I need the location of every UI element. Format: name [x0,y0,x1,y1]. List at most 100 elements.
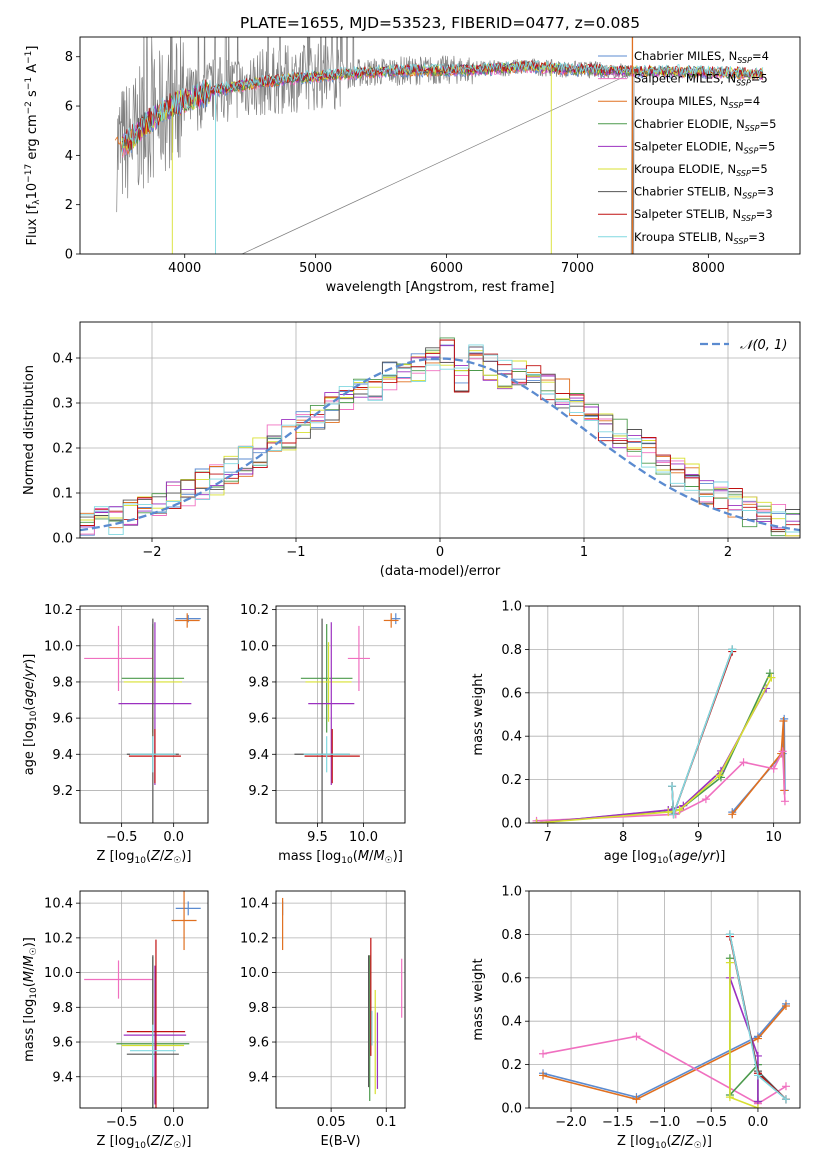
error-bar-point [305,642,352,722]
error-bar-point [175,615,201,623]
error-bar-point [129,1024,176,1077]
x-axis-label: Z [log10(Z/Z☉)] [97,849,192,866]
weight-series [539,1002,790,1104]
error-bar-point [347,625,370,691]
y-tick-label: 10.0 [240,966,269,981]
x-tick-label: 1 [580,545,588,560]
error-bar-point [84,625,153,691]
panel-4: 9.5 10.0 9.2 9.4 9.6 9.8 10.0 10.2 mass [log10(M… [240,603,406,866]
x-tick-label: 0.0 [163,1115,184,1130]
y-tick-label: 9.6 [52,712,73,727]
residual-histogram [80,344,800,536]
weight-line [729,962,759,1108]
axes-frame [79,890,209,1109]
weight-marker [781,1095,790,1104]
y-tick-label: 10.0 [44,639,73,654]
legend-label: Kroupa MILES, NSSP=4 [634,94,760,110]
x-axis-label: age [log10(age/yr)] [604,849,726,866]
plot-area [532,645,789,823]
y-tick-label: 9.4 [52,1070,73,1085]
y-tick-label: 0.2 [501,773,522,788]
y-tick-label: 0.6 [501,971,522,986]
weight-marker [669,810,678,819]
observed-spectrum [116,37,764,254]
weight-marker [779,717,788,726]
y-tick-label: 0.0 [501,1102,522,1117]
y-tick-label: 0.4 [501,1015,522,1030]
y-tick-label: 9.8 [52,1001,73,1016]
x-tick-label: −0.5 [695,1115,727,1130]
error-bar-point [391,613,401,625]
y-tick-label: 9.6 [248,1036,269,1051]
weight-marker [725,930,734,939]
x-tick-label: 6000 [430,261,463,276]
y-tick-label: 9.6 [248,712,269,727]
weight-marker [728,645,737,654]
y-tick-label: 0.2 [52,442,73,457]
x-tick-label: 0.1 [376,1115,397,1130]
error-bar-point [128,728,181,784]
x-tick-label: 4000 [168,261,201,276]
y-tick-label: 1.0 [501,600,522,615]
x-tick-label: 0.05 [317,1115,346,1130]
weight-marker [679,801,688,810]
y-axis-label: mass weight [471,673,486,755]
weight-series [725,958,762,1108]
axes-frame [79,321,801,539]
legend-label: Chabrier STELIB, NSSP=3 [634,185,774,201]
weight-line [536,677,773,823]
x-axis-label: (data-model)/error [380,564,501,579]
y-tick-label: 9.2 [52,784,73,799]
panel-8: −2.0 −1.5 −1.0 −0.5 0.0 0.0 0.2 0.4 0.6 0.8 1.0 Z [… [471,885,801,1151]
y-tick-label: 1.0 [501,885,522,900]
plot-area [80,337,800,537]
weight-marker [767,673,776,682]
weight-marker [725,1093,734,1102]
y-tick-label: 0.6 [501,686,522,701]
weight-marker [632,1095,641,1104]
weight-marker [769,764,778,773]
x-axis-label: mass [log10(M/M☉)] [278,849,403,866]
weight-line [542,1035,787,1105]
error-bar-point [126,939,186,1108]
weight-line [731,720,785,815]
plot-area [282,897,403,1102]
weight-marker [532,819,541,823]
legend: Chabrier MILES, NSSP=4 Salpeter MILES, NS… [598,49,776,246]
weight-marker [539,1049,548,1058]
weight-line [542,1003,787,1099]
weight-marker [739,758,748,767]
y-tick-label: 0.4 [501,730,522,745]
weight-marker [781,1002,790,1011]
x-tick-label: 2 [724,545,732,560]
y-tick-label: 0.3 [52,397,73,412]
x-tick-label: 0.0 [748,1115,769,1130]
y-tick-label: 6 [65,100,73,115]
weight-marker [632,1032,641,1041]
y-axis-label: age [log10(age/yr)] [22,654,39,776]
x-tick-label: 8 [619,830,627,845]
x-axis-label: Z [log10(Z/Z☉)] [617,1134,712,1151]
chart-title: PLATE=1655, MJD=53523, FIBERID=0477, z=0… [240,14,640,32]
y-tick-label: 9.8 [52,675,73,690]
weight-marker [668,782,677,791]
weight-line [536,672,771,823]
x-tick-label: 10 [765,830,782,845]
panel-1: 4000 5000 6000 7000 8000 0 2 4 6 8 wavelength [Ang… [24,36,801,295]
plot-area [114,37,764,254]
weight-marker [664,808,673,817]
x-tick-label: 10.0 [349,830,378,845]
x-tick-label: −1.5 [602,1115,634,1130]
x-tick-label: 9 [694,830,702,845]
legend-label: Salpeter STELIB, NSSP=3 [634,207,773,223]
weight-marker [753,1104,762,1108]
model-spectrum [121,60,764,151]
weight-line [542,1005,787,1101]
y-axis-label: Flux [fλ10−17 erg cm−2 s−1 A−1] [24,46,42,246]
y-tick-label: 10.2 [240,603,269,618]
x-tick-label: 9.5 [307,830,328,845]
panel-6: −0.5 0.0 9.4 9.6 9.8 10.0 10.2 10.4 Z [log10(Z/Z… [22,890,209,1151]
error-bar-point [174,613,200,628]
weight-series [532,673,776,823]
y-tick-label: 9.4 [248,1070,269,1085]
